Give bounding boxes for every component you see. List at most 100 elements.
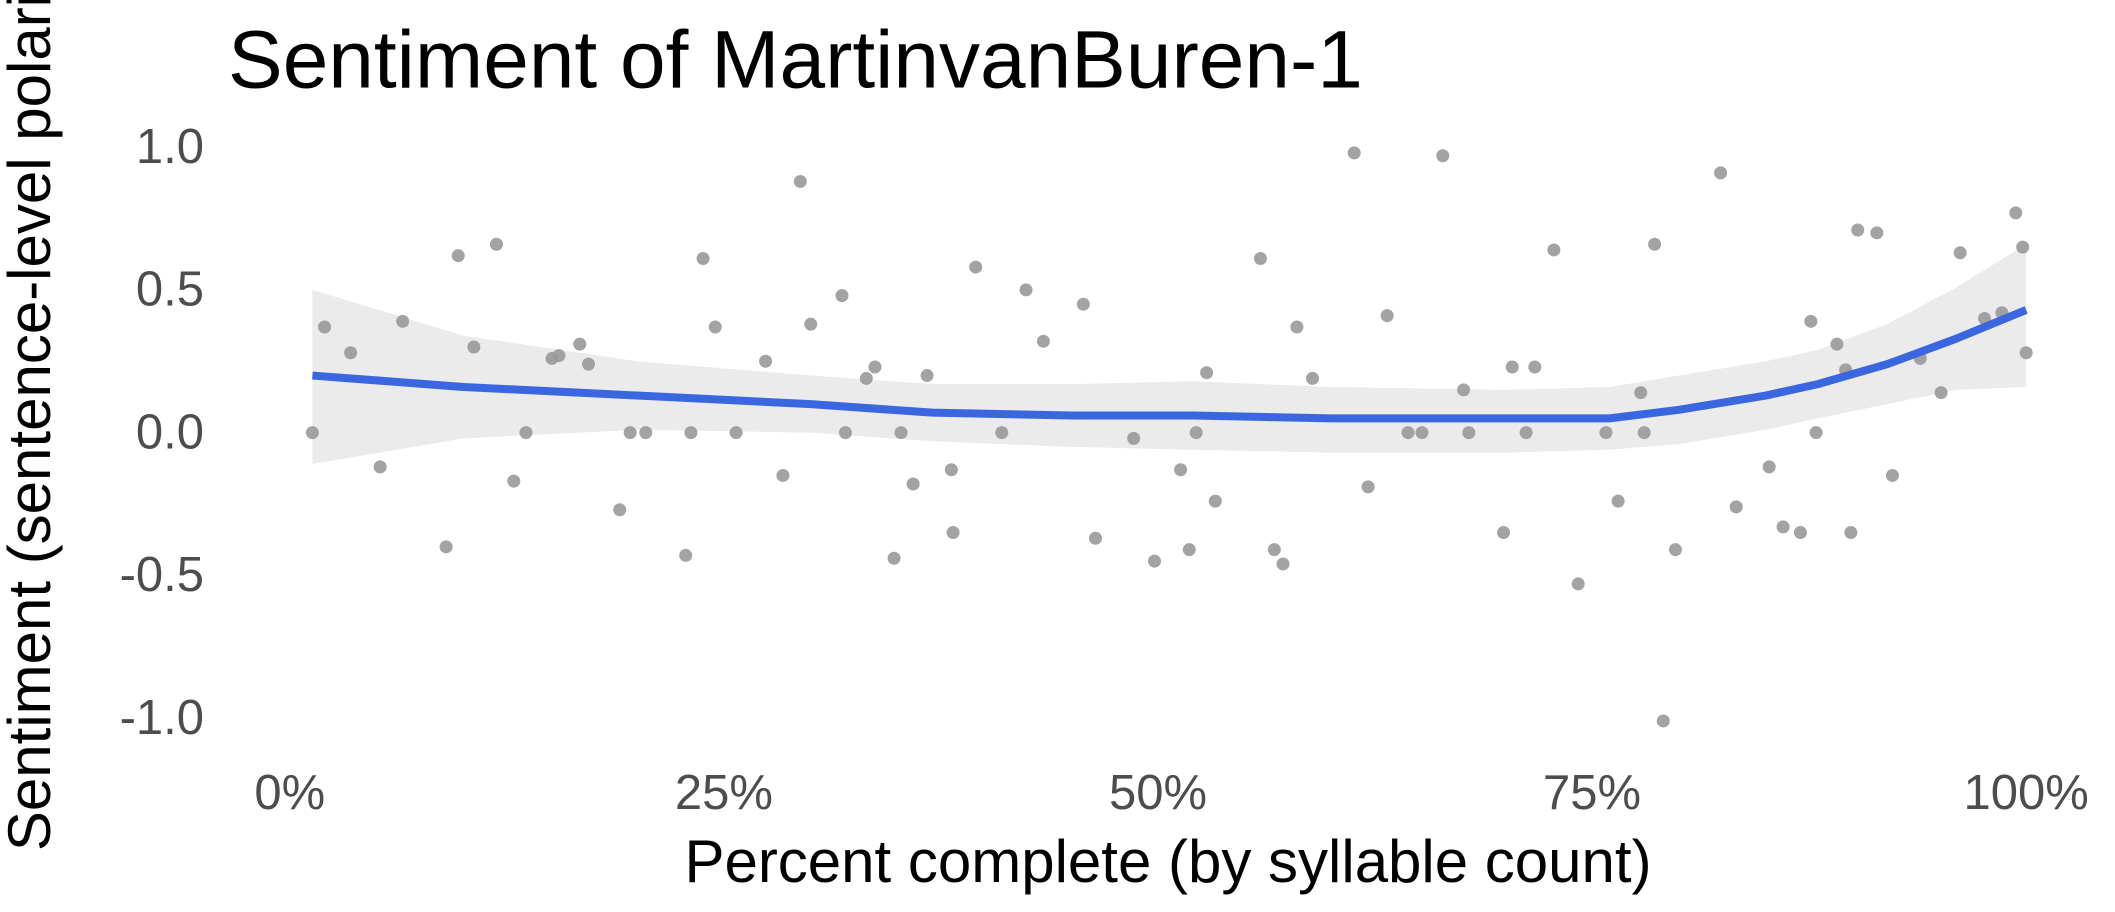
point [613, 503, 627, 517]
point [451, 249, 465, 263]
point [920, 369, 934, 383]
point [1415, 426, 1429, 440]
point [1457, 383, 1471, 397]
point [581, 357, 595, 371]
point [696, 252, 710, 266]
point [1571, 577, 1585, 591]
point [1729, 500, 1743, 514]
point [838, 426, 852, 440]
point [1462, 426, 1476, 440]
point [1306, 371, 1320, 385]
point [1036, 334, 1050, 348]
point [1634, 386, 1648, 400]
point [995, 426, 1009, 440]
point [305, 426, 319, 440]
x-tick-label: 100% [1964, 766, 2089, 820]
point [2019, 346, 2033, 360]
point [1189, 426, 1203, 440]
point [1547, 243, 1561, 257]
point [906, 477, 920, 491]
point [1182, 543, 1196, 557]
point [793, 174, 807, 188]
chart-title: Sentiment of MartinvanBuren-1 [228, 15, 1363, 106]
x-tick-label: 50% [1109, 766, 1207, 820]
point [1148, 554, 1162, 568]
point [1528, 360, 1542, 374]
point [1253, 252, 1267, 266]
point [1885, 468, 1899, 482]
point [1200, 366, 1214, 380]
point [1290, 320, 1304, 334]
point [1267, 543, 1281, 557]
point [708, 320, 722, 334]
point [623, 426, 637, 440]
point [318, 320, 332, 334]
point [887, 551, 901, 565]
point [679, 548, 693, 562]
point [1870, 226, 1884, 240]
confidence-band [312, 244, 2027, 465]
x-tick-label: 25% [675, 766, 773, 820]
point [1611, 494, 1625, 508]
point [1776, 520, 1790, 534]
point [396, 314, 410, 328]
point [1830, 337, 1844, 351]
point [1380, 309, 1394, 323]
point [835, 289, 849, 303]
point [439, 540, 453, 554]
point [1668, 543, 1682, 557]
point [759, 354, 773, 368]
point [552, 349, 566, 363]
point [1276, 557, 1290, 571]
y-tick-label: 1.0 [136, 120, 204, 174]
point [373, 460, 387, 474]
point [2016, 240, 2030, 254]
point [1656, 714, 1670, 728]
point [1851, 223, 1865, 237]
point [1793, 526, 1807, 540]
point [507, 474, 521, 488]
point [1648, 237, 1662, 251]
point [729, 426, 743, 440]
point [1208, 494, 1222, 508]
point [1347, 146, 1361, 160]
point [573, 337, 587, 351]
point [1804, 314, 1818, 328]
y-tick-label: 0.5 [136, 263, 204, 317]
point [1762, 460, 1776, 474]
point [684, 426, 698, 440]
point [1497, 526, 1511, 540]
point [1019, 283, 1033, 297]
point [344, 346, 358, 360]
point [2009, 206, 2023, 220]
point [1401, 426, 1415, 440]
y-tick-label: 0.0 [136, 405, 204, 459]
point [946, 526, 960, 540]
point [1088, 531, 1102, 545]
point [1076, 297, 1090, 311]
x-tick-label: 0% [254, 766, 325, 820]
y-tick-label: -0.5 [120, 548, 204, 602]
y-axis-label: Sentiment (sentence-level polari [0, 0, 63, 851]
point [1436, 149, 1450, 163]
point [944, 463, 958, 477]
point [804, 317, 818, 331]
point [1809, 426, 1823, 440]
point [1714, 166, 1728, 180]
point [1361, 480, 1375, 494]
point [1174, 463, 1188, 477]
point [1953, 246, 1967, 260]
point [894, 426, 908, 440]
x-tick-label: 75% [1543, 766, 1641, 820]
y-tick-label: -1.0 [120, 691, 204, 745]
point [1934, 386, 1948, 400]
point [1599, 426, 1613, 440]
point [1844, 526, 1858, 540]
point [1637, 426, 1651, 440]
point [467, 340, 481, 354]
point [1505, 360, 1519, 374]
point [519, 426, 533, 440]
x-axis-label: Percent complete (by syllable count) [684, 828, 1651, 895]
point [776, 468, 790, 482]
